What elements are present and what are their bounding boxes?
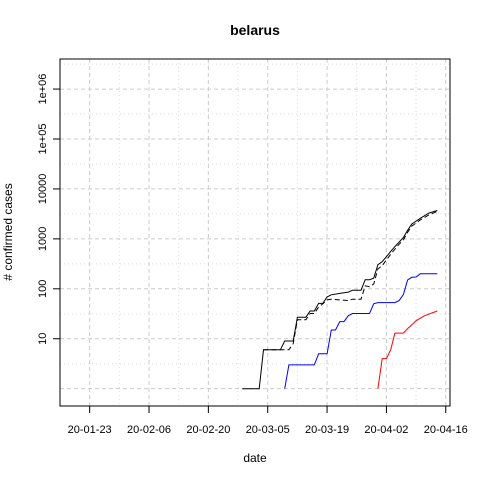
plot-frame	[59, 58, 451, 407]
series-line-2	[263, 210, 438, 351]
y-tick-label: 1e+05	[37, 124, 49, 155]
y-tick-label: 10	[37, 333, 49, 345]
x-tick-label: 20-01-23	[68, 424, 112, 436]
y-axis-label: # confirmed cases	[1, 183, 15, 280]
x-tick-label: 20-02-20	[186, 424, 230, 436]
x-tick-label: 20-03-05	[246, 424, 290, 436]
y-tick-label: 1e+06	[37, 74, 49, 105]
y-tick-label: 10000	[37, 174, 49, 205]
y-tick-label: 1000	[37, 227, 49, 251]
grid	[60, 59, 450, 406]
series-layer	[242, 210, 438, 390]
series-line-3	[284, 273, 438, 389]
y-axis: 10 100 1000 10000 1e+05 1e+06	[37, 74, 61, 345]
x-axis-label: date	[243, 451, 267, 465]
series-line-1	[242, 210, 438, 390]
x-tick-label: 20-02-06	[127, 424, 171, 436]
chart-title: belarus	[230, 22, 280, 38]
x-tick-label: 20-04-02	[364, 424, 408, 436]
x-tick-label: 20-04-16	[424, 424, 468, 436]
x-tick-label: 20-03-19	[305, 424, 349, 436]
y-tick-label: 100	[37, 280, 49, 298]
x-axis: 20-01-23 20-02-06 20-02-20 20-03-05 20-03-19…	[68, 405, 468, 436]
series-line-4	[377, 310, 438, 389]
